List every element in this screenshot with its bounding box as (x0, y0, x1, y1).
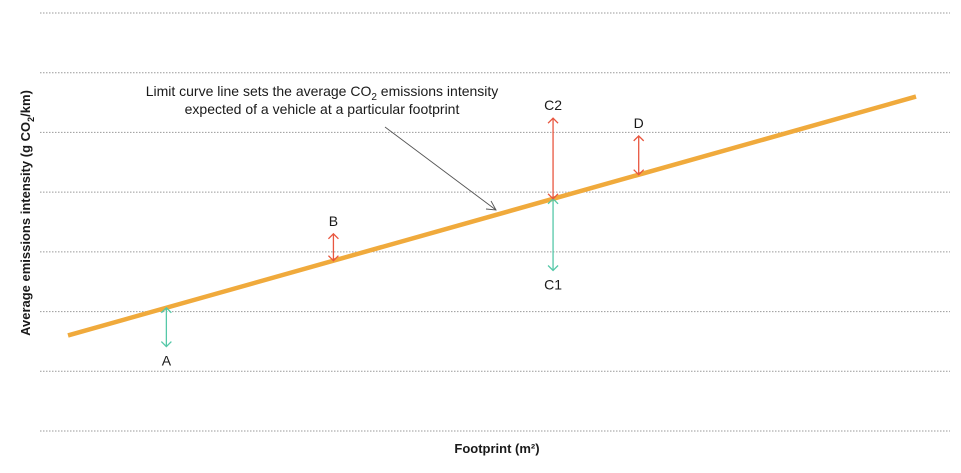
point-label-b: B (329, 213, 338, 229)
gridlines (40, 12, 950, 432)
annotation-line-2: expected of a vehicle at a particular fo… (185, 101, 460, 117)
annotation-line-1: Limit curve line sets the average CO2 em… (146, 83, 499, 103)
limit-curve-line (67, 94, 917, 338)
annotation-pointer-head (485, 200, 497, 211)
point-label-d: D (634, 115, 644, 131)
point-label-c2: C2 (544, 97, 562, 113)
point-label-c1: C1 (544, 276, 562, 292)
deviation-arrow-d: D (633, 115, 645, 176)
deviation-arrow-c2: C2 (544, 97, 562, 200)
series-layer (67, 94, 917, 338)
x-axis-label: Footprint (m²) (454, 441, 539, 456)
y-axis-label: Average emissions intensity (g CO2/km) (18, 90, 36, 336)
annotation: Limit curve line sets the average CO2 em… (146, 83, 499, 211)
annotation-pointer (384, 126, 497, 211)
deviation-arrow-c1: C1 (544, 197, 562, 292)
deviation-arrow-b: B (327, 213, 339, 262)
point-label-a: A (162, 353, 172, 369)
deviation-arrow-a: A (160, 306, 172, 369)
point-marks: A B C1 C2 D (160, 97, 645, 369)
